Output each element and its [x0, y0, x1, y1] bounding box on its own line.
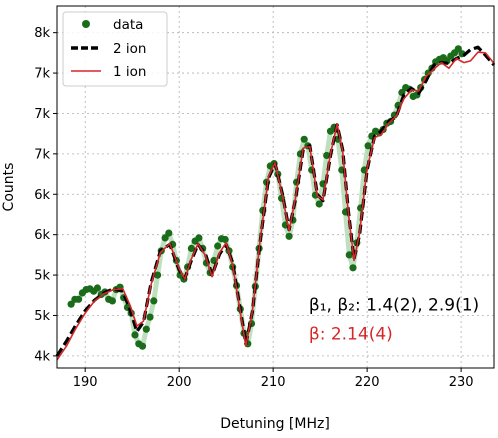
data-point: [150, 297, 158, 305]
data-point: [67, 300, 75, 308]
data-point: [142, 325, 150, 333]
y-tick-label: 4k: [34, 349, 50, 364]
y-tick-label: 8k: [34, 26, 50, 41]
plot-frame: [56, 5, 495, 369]
data-point: [75, 295, 83, 303]
data-point: [195, 234, 203, 242]
y-tick-label: 7k: [34, 67, 50, 82]
data-point: [154, 271, 162, 279]
grid: [57, 6, 494, 368]
1-ion-fit-line: [56, 51, 495, 361]
y-axis-ticks: 4k 5k 5k 6k 6k 7k 7k 7k 8k: [34, 26, 57, 364]
x-tick-label: 230: [449, 375, 474, 390]
data-point: [108, 297, 116, 305]
data-point: [221, 235, 229, 244]
data-point: [345, 251, 353, 259]
y-tick-label: 7k: [34, 147, 50, 162]
y-tick-label: 7k: [34, 107, 50, 122]
data-point: [300, 135, 308, 143]
data-point: [214, 242, 222, 250]
legend-marker-data: [82, 20, 90, 28]
data-point: [187, 244, 195, 252]
data-point: [349, 264, 357, 272]
data-point: [285, 232, 293, 240]
x-tick-label: 200: [167, 375, 192, 390]
data-point: [424, 69, 432, 77]
data-point: [323, 151, 331, 160]
legend-label-1-ion: 1 ion: [113, 64, 146, 80]
2-ion-fit-line: [55, 45, 496, 357]
legend: data 2 ion 1 ion: [62, 11, 168, 87]
fit-lines: [55, 45, 496, 361]
data-point: [364, 142, 372, 150]
legend-label-data: data: [113, 17, 143, 33]
x-axis-label: Detuning [MHz]: [220, 416, 330, 432]
data-point: [138, 342, 147, 350]
y-tick-label: 5k: [34, 269, 50, 284]
data-point: [131, 331, 139, 339]
data-point: [315, 200, 323, 208]
y-tick-label: 5k: [34, 309, 50, 324]
legend-label-2-ion: 2 ion: [113, 41, 146, 57]
y-axis-label: Counts: [1, 163, 17, 212]
x-tick-label: 190: [73, 375, 98, 390]
data-point: [146, 313, 154, 321]
annotation-two-ion-beta: β₁, β₂: 1.4(2), 2.9(1): [309, 296, 479, 316]
legend-box: [62, 11, 168, 87]
x-axis-ticks: 190 200 210 220 230: [73, 368, 474, 390]
data-point: [454, 45, 462, 53]
x-tick-label: 220: [355, 375, 380, 390]
annotation-one-ion-beta: β: 2.14(4): [309, 325, 393, 345]
y-tick-label: 6k: [34, 228, 50, 243]
data-point: [93, 284, 101, 292]
data-point: [165, 229, 173, 237]
y-tick-label: 6k: [34, 188, 50, 203]
x-tick-label: 210: [261, 375, 286, 390]
